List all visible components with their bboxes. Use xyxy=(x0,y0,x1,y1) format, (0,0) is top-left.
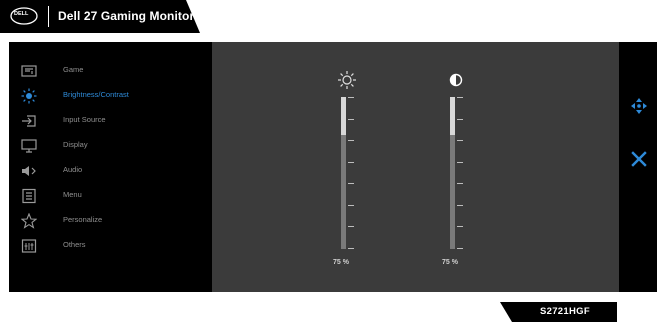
slider-tick xyxy=(457,140,463,141)
slider-tick xyxy=(348,183,354,184)
menu-item-menu[interactable]: Menu xyxy=(9,184,212,208)
slider-tick xyxy=(457,97,463,98)
brightness-contrast-panel: 75 % 75 % xyxy=(212,42,619,292)
brightness-slider-ticks xyxy=(348,97,356,249)
menu-item-label: Display xyxy=(63,140,88,149)
menu-item-brightness-contrast[interactable]: Brightness/Contrast xyxy=(9,84,212,108)
menu-item-label: Input Source xyxy=(63,115,106,124)
model-tag: S2721HGF xyxy=(500,302,617,322)
contrast-icon xyxy=(449,73,463,87)
contrast-value: 75 % xyxy=(442,259,458,266)
speaker-icon xyxy=(22,166,36,176)
slider-tick xyxy=(348,226,354,227)
slider-tick xyxy=(348,204,354,206)
menu-item-others[interactable]: Others xyxy=(9,234,212,258)
slider-tick xyxy=(348,247,354,249)
slider-tick xyxy=(348,97,354,98)
star-icon xyxy=(21,213,37,229)
menu-item-label: Brightness/Contrast xyxy=(63,90,129,99)
slider-tick xyxy=(457,118,463,120)
menu-item-label: Menu xyxy=(63,190,82,199)
slider-tick xyxy=(457,204,463,206)
sun-icon xyxy=(338,71,356,89)
brightness-slider[interactable] xyxy=(341,97,346,249)
brightness-icon xyxy=(21,88,37,104)
menu-item-personalize[interactable]: Personalize xyxy=(9,209,212,233)
monitor-title: Dell 27 Gaming Monitor xyxy=(58,9,195,23)
model-tag-background xyxy=(500,302,617,322)
menu-item-audio[interactable]: Audio xyxy=(9,159,212,183)
slider-tick xyxy=(457,183,463,184)
navigate-icon[interactable] xyxy=(630,97,648,115)
slider-tick xyxy=(348,118,354,120)
osd-side-buttons xyxy=(619,42,657,292)
osd-menu: Game Brightness/Contrast Input Source xyxy=(9,42,212,292)
dell-logo-text: DELL xyxy=(14,11,29,17)
menu-item-label: Game xyxy=(63,65,84,74)
slider-tick xyxy=(348,140,354,141)
dell-logo xyxy=(10,7,38,25)
brightness-control: 75 % xyxy=(333,42,377,292)
menu-icon xyxy=(22,188,36,204)
menu-item-label: Audio xyxy=(63,165,83,174)
model-name: S2721HGF xyxy=(540,306,590,317)
menu-item-display[interactable]: Display xyxy=(9,134,212,158)
close-icon[interactable] xyxy=(630,150,648,168)
slider-tick xyxy=(457,161,463,163)
slider-tick xyxy=(457,226,463,227)
brightness-slider-fill xyxy=(341,97,346,135)
brightness-value: 75 % xyxy=(333,259,349,266)
menu-item-input-source[interactable]: Input Source xyxy=(9,109,212,133)
contrast-slider-ticks xyxy=(457,97,465,249)
header-divider xyxy=(48,6,49,27)
slider-tick xyxy=(348,161,354,163)
display-icon xyxy=(21,139,37,153)
menu-item-label: Personalize xyxy=(63,215,103,224)
menu-item-game[interactable]: Game xyxy=(9,59,212,83)
input-source-icon xyxy=(22,115,36,127)
others-icon xyxy=(21,239,37,253)
contrast-slider[interactable] xyxy=(450,97,455,249)
menu-item-label: Others xyxy=(63,240,86,249)
osd-panel: Game Brightness/Contrast Input Source xyxy=(9,42,657,292)
slider-tick xyxy=(457,247,463,249)
monitor-header: DELL Dell 27 Gaming Monitor xyxy=(0,0,200,33)
contrast-control: 75 % xyxy=(442,42,486,292)
header-background xyxy=(0,0,200,33)
game-icon xyxy=(21,65,37,77)
contrast-slider-fill xyxy=(450,97,455,135)
